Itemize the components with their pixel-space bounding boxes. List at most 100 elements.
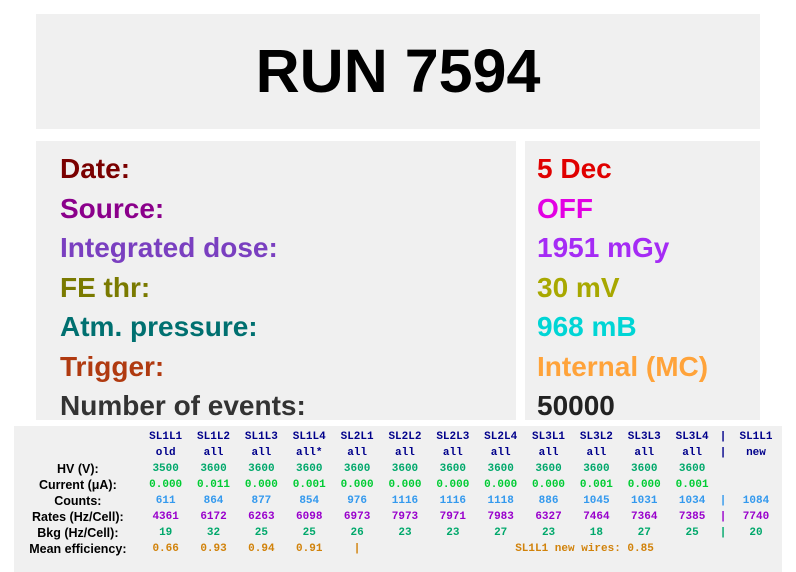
column-header-sl2l2-5: SL2L2 xyxy=(388,431,422,443)
info-value-number-of-events: 50000 xyxy=(537,390,615,421)
cell-rates-0: 4361 xyxy=(152,511,179,523)
column-subheader-11: all xyxy=(682,447,703,459)
row-label-counts: Counts: xyxy=(54,494,102,508)
row-label-hv: HV (V): xyxy=(57,462,99,476)
cell-hv-0: 3500 xyxy=(152,463,179,475)
cell-counts-9: 1045 xyxy=(583,495,610,507)
cell-bkg-new: 20 xyxy=(749,527,763,539)
column-header-sl2l1-4: SL2L1 xyxy=(340,431,374,443)
page-title: RUN 7594 xyxy=(255,37,541,105)
column-header-sl1l1-0: SL1L1 xyxy=(149,431,183,443)
cell-bkg-2: 25 xyxy=(254,527,268,539)
cell-current-3: 0.001 xyxy=(292,479,326,491)
cell-counts-5: 1116 xyxy=(391,495,419,507)
cell-mean-efficiency-3: 0.91 xyxy=(296,543,323,555)
cell-separator-rates: | xyxy=(719,511,727,523)
cell-rates-4: 6973 xyxy=(343,511,371,523)
cell-counts-3: 854 xyxy=(299,495,320,507)
column-separator-header: | xyxy=(719,431,727,443)
info-label-number-of-events: Number of events: xyxy=(60,390,306,421)
table-header-row-superlayer: SL1L1 SL1L2 SL1L3 SL1L4 SL2L1 SL2L2 SL2L3 SL2L4… xyxy=(14,429,782,445)
cell-rates-8: 6327 xyxy=(535,511,562,523)
cell-hv-8: 3600 xyxy=(535,463,562,475)
column-header-sl3l1-8: SL3L1 xyxy=(532,431,566,443)
cell-current-9: 0.001 xyxy=(579,479,613,491)
info-label-trigger: Trigger: xyxy=(60,350,165,382)
info-label-date: Date: xyxy=(60,153,131,184)
info-label-atm-pressure: Atm. pressure: xyxy=(60,311,258,342)
info-label-fe-thr: FE thr: xyxy=(60,271,151,303)
cell-counts-10: 1031 xyxy=(631,495,658,507)
column-subheader-4: all xyxy=(347,447,367,459)
cell-current-11: 0.001 xyxy=(675,479,709,491)
cell-rates-2: 6263 xyxy=(248,511,275,523)
cell-separator-bkg: | xyxy=(719,527,727,539)
cell-bkg-8: 23 xyxy=(541,527,556,539)
table-row-hv: HV (V): 3500 3600 3600 3600 3600 3600 3600 3600 3… xyxy=(14,461,782,477)
cell-hv-4: 3600 xyxy=(343,463,371,475)
info-value-integrated-dose: 1951 mGy xyxy=(537,232,670,263)
cell-rates-1: 6172 xyxy=(200,511,227,523)
cell-hv-5: 3600 xyxy=(391,463,419,475)
cell-mean-efficiency-2: 0.94 xyxy=(248,543,275,555)
title-panel: RUN 7594 xyxy=(36,14,760,129)
cell-bkg-11: 25 xyxy=(685,527,699,539)
cell-bkg-5: 23 xyxy=(398,527,412,539)
cell-current-0: 0.000 xyxy=(149,479,183,491)
cell-counts-new: 1084 xyxy=(742,495,770,507)
cell-counts-7: 1118 xyxy=(487,495,514,507)
superlayer-stats-table: SL1L1 SL1L2 SL1L3 SL1L4 SL2L1 SL2L2 SL2L3 SL2L4… xyxy=(14,429,782,557)
cell-counts-0: 611 xyxy=(155,495,176,507)
cell-rates-10: 7364 xyxy=(631,511,658,523)
column-header-sl2l3-6: SL2L3 xyxy=(436,431,470,443)
column-header-sl1l2-1: SL1L2 xyxy=(197,431,231,443)
cell-rates-6: 7971 xyxy=(439,511,467,523)
column-subheader-new: new xyxy=(746,447,766,459)
mean-efficiency-note: SL1L1 new wires: 0.85 xyxy=(515,543,654,555)
table-header-corner xyxy=(14,429,142,445)
column-header-sl1l4-3: SL1L4 xyxy=(292,431,326,443)
cell-bkg-0: 19 xyxy=(159,527,173,539)
table-header-corner-2 xyxy=(14,445,142,461)
table-row-current: Current (μA): 0.000 0.011 0.000 0.001 0.000 0.… xyxy=(14,477,782,493)
info-label-integrated-dose: Integrated dose: xyxy=(60,232,278,263)
cell-hv-11: 3600 xyxy=(678,463,706,475)
run-info-values-panel: 5 Dec OFF 1951 mGy 30 mV 968 mB Internal… xyxy=(525,141,760,421)
column-subheader-10: all xyxy=(634,447,655,459)
cell-current-new xyxy=(730,477,782,493)
column-subheader-5: all xyxy=(395,447,415,459)
column-subheader-0: old xyxy=(155,447,176,459)
table-row-mean-efficiency: Mean efficiency: 0.66 0.93 0.94 0.91 | SL1L1 n… xyxy=(14,541,782,557)
cell-hv-6: 3600 xyxy=(439,463,467,475)
cell-current-4: 0.000 xyxy=(340,479,374,491)
cell-hv-2: 3600 xyxy=(248,463,275,475)
table-row-counts: Counts: 611 864 877 854 976 1116 1116 1118 886 104… xyxy=(14,493,782,509)
cell-counts-2: 877 xyxy=(251,495,272,507)
cell-counts-1: 864 xyxy=(203,495,224,507)
column-subheader-6: all xyxy=(442,447,463,459)
column-subheader-8: all xyxy=(538,447,559,459)
cell-mean-efficiency-1: 0.93 xyxy=(200,543,227,555)
info-value-trigger: Internal (MC) xyxy=(537,350,709,382)
column-header-sl1l3-2: SL1L3 xyxy=(244,431,278,443)
row-label-mean-efficiency: Mean efficiency: xyxy=(29,542,127,556)
cell-mean-efficiency-0: 0.66 xyxy=(152,543,179,555)
cell-counts-4: 976 xyxy=(347,495,367,507)
column-separator-subheader: | xyxy=(719,447,727,459)
info-value-atm-pressure: 968 mB xyxy=(537,311,637,342)
cell-hv-3: 3600 xyxy=(296,463,323,475)
cell-current-7: 0.000 xyxy=(484,479,518,491)
column-header-sl2l4-7: SL2L4 xyxy=(484,431,518,443)
cell-separator-counts: | xyxy=(719,495,727,507)
cell-hv-1: 3600 xyxy=(200,463,227,475)
row-label-current: Current (μA): xyxy=(38,478,117,492)
cell-separator-hv xyxy=(716,461,730,477)
column-subheader-7: all xyxy=(490,447,511,459)
cell-hv-new xyxy=(730,461,782,477)
run-info-labels-panel: Date: Source: Integrated dose: FE thr: A… xyxy=(36,141,516,421)
cell-bkg-7: 27 xyxy=(494,527,508,539)
cell-separator-mean-efficiency: | xyxy=(353,543,361,555)
cell-hv-7: 3600 xyxy=(487,463,514,475)
cell-bkg-10: 27 xyxy=(637,527,651,539)
info-label-source: Source: xyxy=(60,192,165,224)
